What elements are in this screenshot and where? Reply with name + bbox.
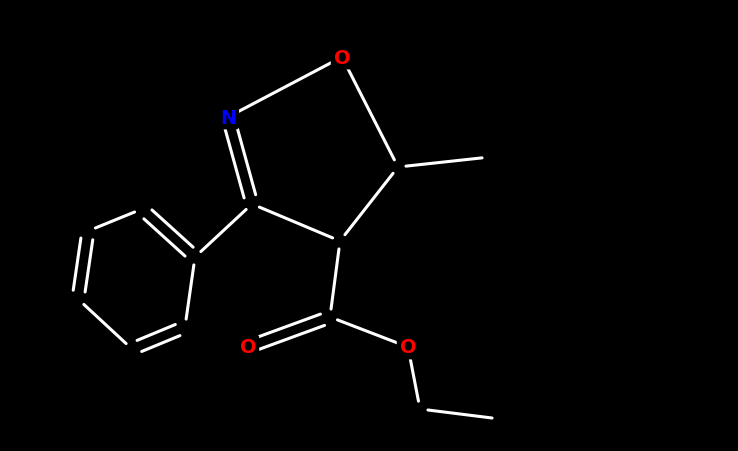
Text: N: N bbox=[220, 108, 236, 127]
Text: O: O bbox=[240, 338, 256, 357]
Text: O: O bbox=[400, 338, 416, 357]
Text: O: O bbox=[334, 48, 351, 67]
